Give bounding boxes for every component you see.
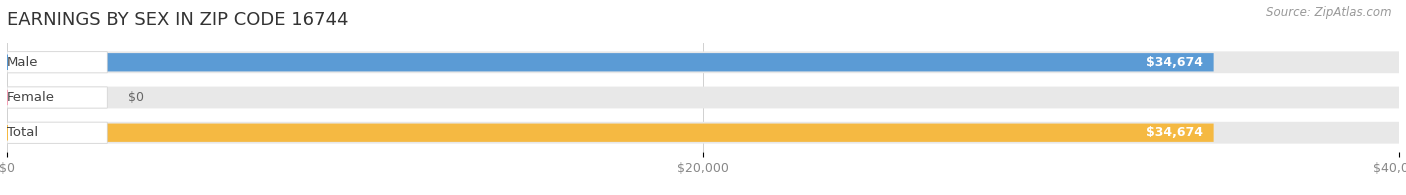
Text: EARNINGS BY SEX IN ZIP CODE 16744: EARNINGS BY SEX IN ZIP CODE 16744 [7, 11, 349, 29]
Text: $34,674: $34,674 [1146, 126, 1204, 139]
FancyBboxPatch shape [7, 87, 107, 108]
Text: $34,674: $34,674 [1146, 56, 1204, 69]
FancyBboxPatch shape [7, 122, 107, 143]
Text: Male: Male [7, 56, 38, 69]
FancyBboxPatch shape [7, 53, 1213, 71]
Text: $0: $0 [128, 91, 145, 104]
Text: Female: Female [7, 91, 55, 104]
FancyBboxPatch shape [7, 124, 1213, 142]
Text: Total: Total [7, 126, 38, 139]
FancyBboxPatch shape [7, 52, 107, 73]
FancyBboxPatch shape [7, 87, 1399, 108]
Text: Source: ZipAtlas.com: Source: ZipAtlas.com [1267, 6, 1392, 19]
FancyBboxPatch shape [7, 122, 1399, 144]
FancyBboxPatch shape [7, 51, 1399, 73]
